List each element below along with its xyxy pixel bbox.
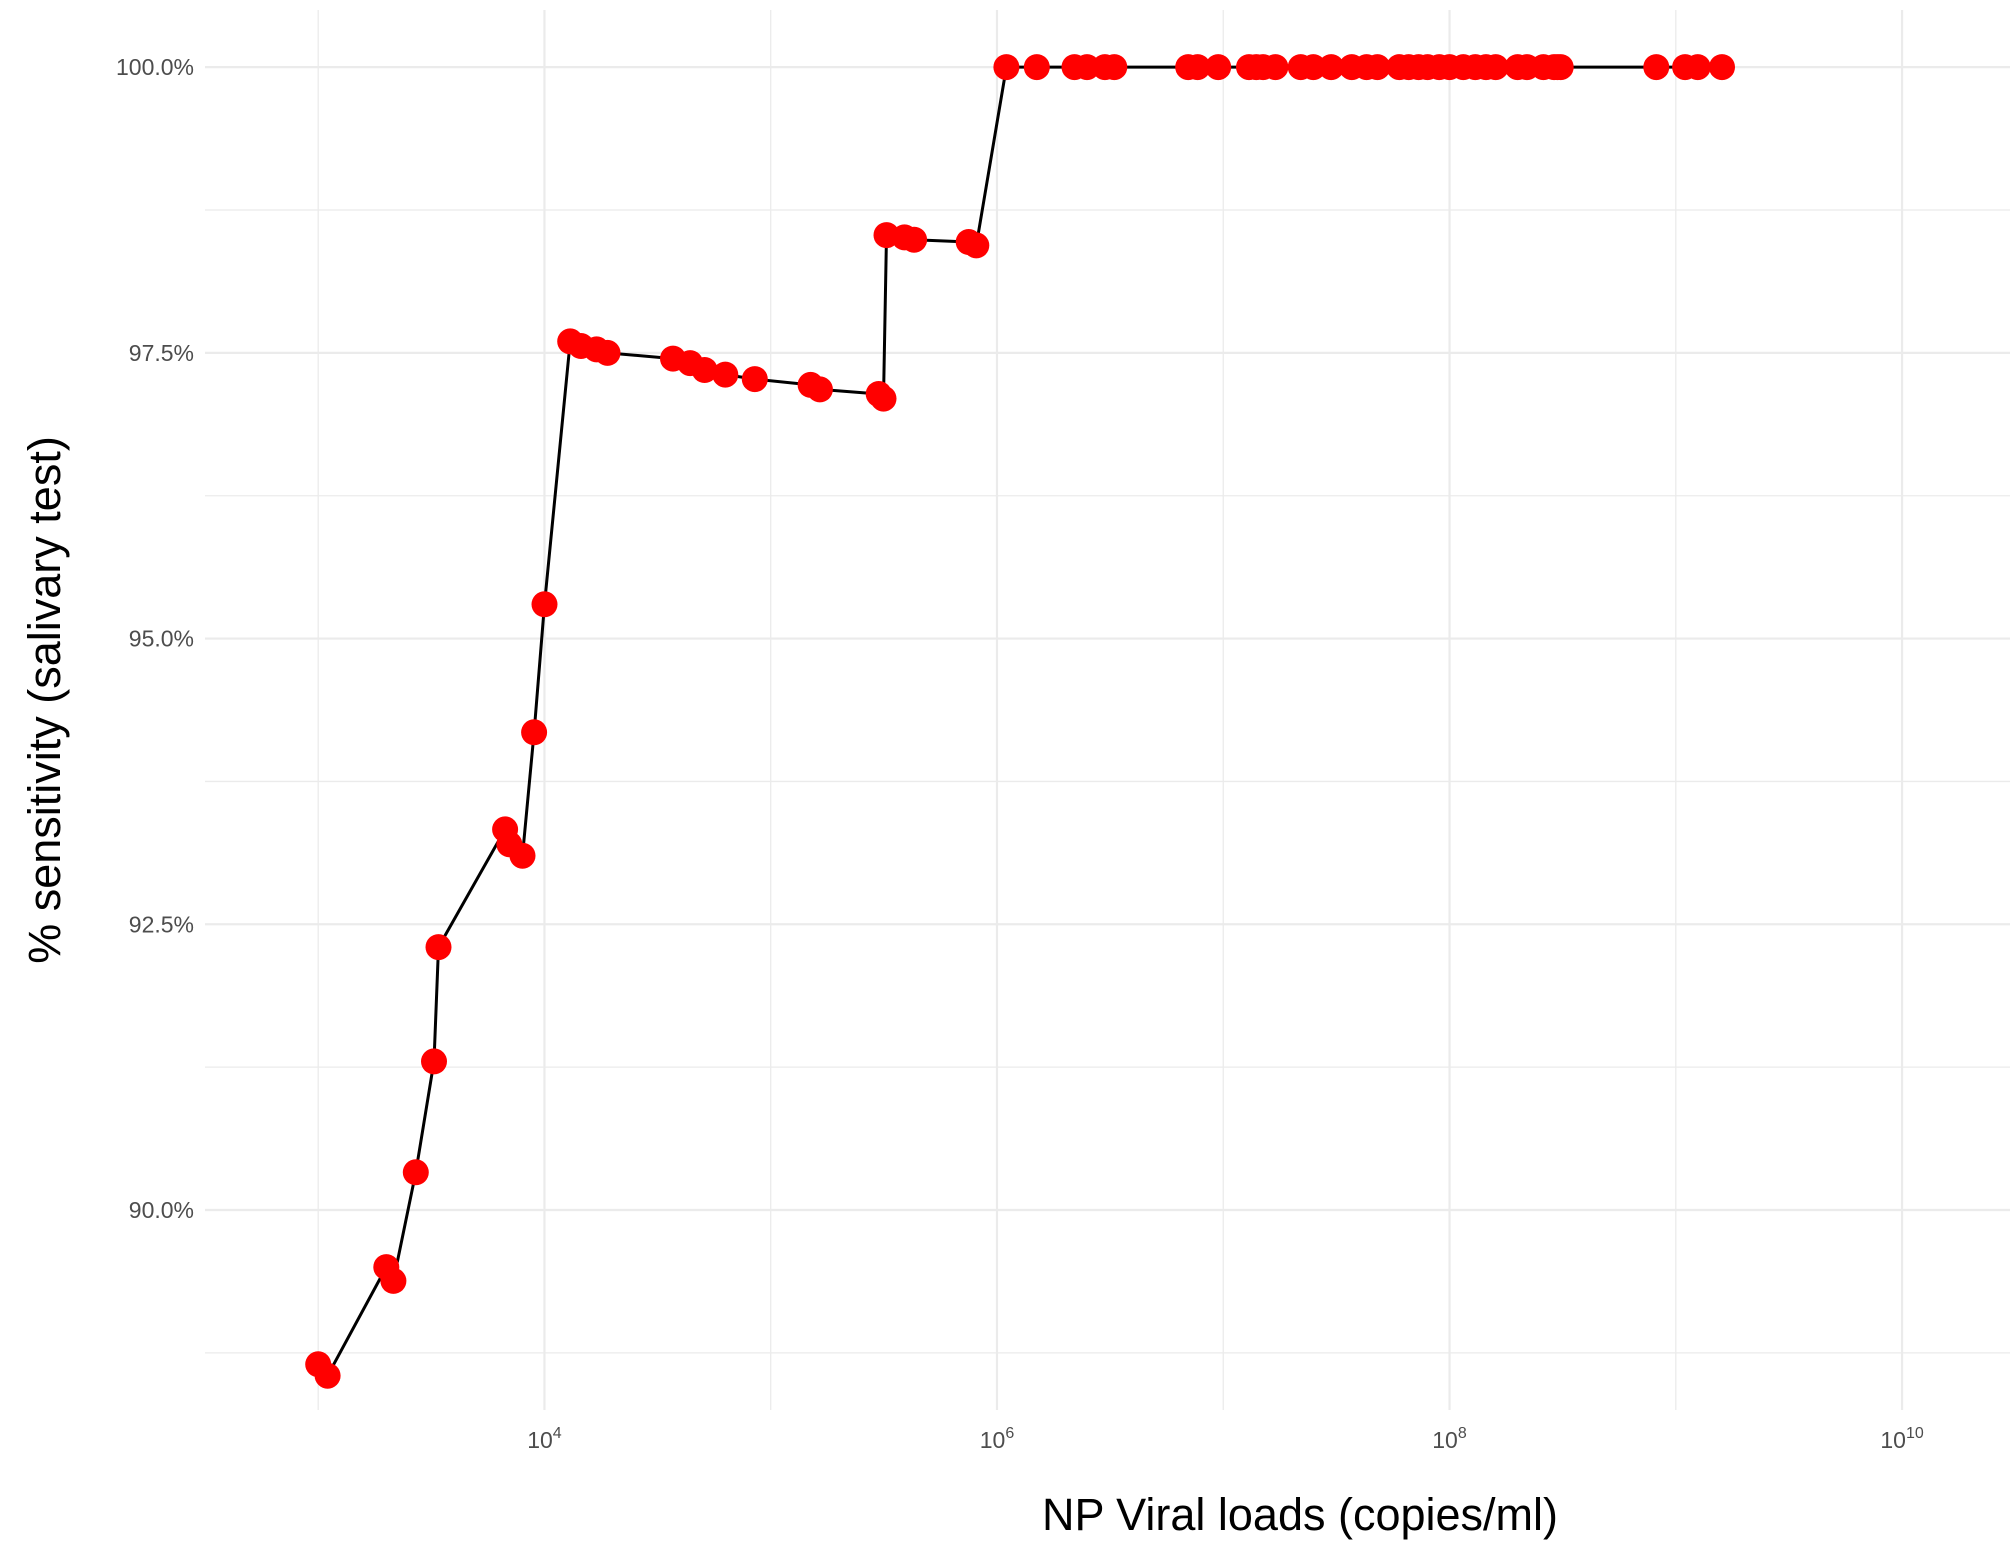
y-tick-label: 92.5%: [129, 911, 194, 937]
y-tick-label: 90.0%: [129, 1197, 194, 1223]
data-points: [305, 54, 1735, 1389]
data-point: [741, 366, 768, 393]
data-point: [1262, 54, 1289, 81]
data-point: [1364, 54, 1391, 81]
data-point: [1300, 54, 1327, 81]
data-point: [521, 719, 548, 746]
x-tick-label: 1010: [1880, 1425, 1923, 1453]
data-point: [509, 842, 536, 869]
x-tick-label: 108: [1432, 1425, 1467, 1453]
data-point: [531, 591, 558, 618]
data-point: [806, 376, 833, 403]
y-tick-label: 100.0%: [116, 54, 194, 80]
y-tick-label: 97.5%: [129, 340, 194, 366]
data-point: [712, 361, 739, 388]
data-point: [1318, 54, 1345, 81]
data-point: [1643, 54, 1670, 81]
data-point: [1101, 54, 1128, 81]
data-point: [870, 385, 897, 412]
gridlines: [205, 10, 2010, 1410]
data-point: [425, 934, 452, 961]
data-point: [380, 1267, 407, 1294]
data-point: [1023, 54, 1050, 81]
y-axis-title: % sensitivity (salivary test): [19, 436, 70, 964]
data-point: [1547, 54, 1574, 81]
data-point: [993, 54, 1020, 81]
data-point: [402, 1159, 429, 1186]
data-point: [1184, 54, 1211, 81]
data-point: [963, 232, 990, 259]
y-tick-label: 95.0%: [129, 626, 194, 652]
data-point: [1074, 54, 1100, 81]
x-axis-title: NP Viral loads (copies/ml): [1042, 1489, 1558, 1540]
data-point: [1684, 54, 1711, 81]
x-tick-label: 104: [527, 1425, 562, 1453]
data-point: [691, 357, 718, 383]
axis-ticks: 90.0% 92.5% 95.0% 97.5% 100.0% 104 106 108 1010: [116, 54, 1924, 1453]
data-point: [594, 339, 621, 366]
data-point: [314, 1362, 341, 1389]
data-point: [1205, 54, 1232, 81]
x-tick-label: 106: [980, 1425, 1015, 1453]
data-point: [1709, 54, 1735, 81]
data-point: [421, 1048, 447, 1075]
data-point: [901, 226, 928, 253]
data-point: [1482, 54, 1509, 81]
